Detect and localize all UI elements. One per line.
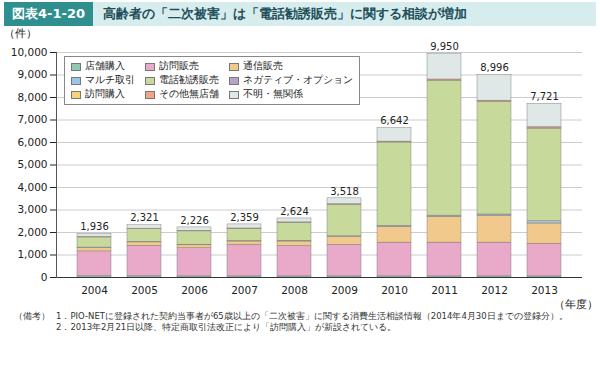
html-text:訪問販売: 訪問販売 xyxy=(159,60,199,71)
svg-text:2006: 2006 xyxy=(181,284,208,296)
svg-text:8,996: 8,996 xyxy=(480,62,509,73)
html-text:訪問購入: 訪問購入 xyxy=(85,88,125,99)
html-text:1．PIO-NETに登録された契約当事者が65歳以上の「二次: 1．PIO-NETに登録された契約当事者が65歳以上の「二次被害」に関する消費生… xyxy=(56,311,568,321)
svg-text:2010: 2010 xyxy=(381,284,408,296)
svg-text:8,000: 8,000 xyxy=(17,91,47,103)
svg-text:（年度）: （年度） xyxy=(554,298,598,310)
html-text:通信販売: 通信販売 xyxy=(243,60,283,71)
svg-text:1,936: 1,936 xyxy=(80,221,109,232)
svg-text:2,359: 2,359 xyxy=(230,212,259,223)
svg-text:2011: 2011 xyxy=(431,284,458,296)
svg-text:（件）: （件） xyxy=(4,27,37,39)
svg-text:2,000: 2,000 xyxy=(17,226,47,238)
svg-text:3,518: 3,518 xyxy=(330,186,359,197)
html-text:高齢者の「二次被害」は「電話勧誘販売」に関する相談が増加: 高齢者の「二次被害」は「電話勧誘販売」に関する相談が増加 xyxy=(103,6,467,21)
svg-text:9,950: 9,950 xyxy=(430,41,459,52)
html-text:ネガティブ・オプション: ネガティブ・オプション xyxy=(243,74,353,85)
svg-text:2013: 2013 xyxy=(531,284,558,296)
svg-text:6,000: 6,000 xyxy=(17,136,47,148)
svg-text:2,226: 2,226 xyxy=(180,215,209,226)
html-text:2．2013年2月21日以降、特定商取引法改正により「訪問購: 2．2013年2月21日以降、特定商取引法改正により「訪問購入」が新設されている… xyxy=(56,322,397,333)
svg-text:2009: 2009 xyxy=(331,284,358,296)
svg-text:2004: 2004 xyxy=(81,284,108,296)
svg-text:5,000: 5,000 xyxy=(17,158,47,170)
svg-text:1,000: 1,000 xyxy=(17,248,47,260)
html-text:店舗購入: 店舗購入 xyxy=(85,60,125,71)
svg-text:2012: 2012 xyxy=(481,284,508,296)
svg-text:4,000: 4,000 xyxy=(17,181,47,193)
svg-text:2005: 2005 xyxy=(131,284,158,296)
svg-text:2008: 2008 xyxy=(281,284,308,296)
svg-text:3,000: 3,000 xyxy=(17,203,47,215)
svg-text:0: 0 xyxy=(41,271,48,283)
html-text:不明・無関係: 不明・無関係 xyxy=(243,88,303,99)
svg-text:10,000: 10,000 xyxy=(11,46,48,58)
html-text:（備考）: （備考） xyxy=(14,311,50,321)
svg-text:2,321: 2,321 xyxy=(130,212,159,223)
svg-text:2,624: 2,624 xyxy=(280,206,309,217)
html-text:その他無店舗: その他無店舗 xyxy=(159,88,219,99)
svg-text:2007: 2007 xyxy=(231,284,258,296)
svg-text:6,642: 6,642 xyxy=(380,115,409,126)
svg-text:7,000: 7,000 xyxy=(17,113,47,125)
svg-text:9,000: 9,000 xyxy=(17,68,47,80)
html-text:図表4-1-20: 図表4-1-20 xyxy=(12,6,85,21)
svg-text:7,721: 7,721 xyxy=(530,91,559,102)
html-text:電話勧誘販売: 電話勧誘販売 xyxy=(159,74,219,85)
html-text:マルチ取引: マルチ取引 xyxy=(85,74,135,85)
